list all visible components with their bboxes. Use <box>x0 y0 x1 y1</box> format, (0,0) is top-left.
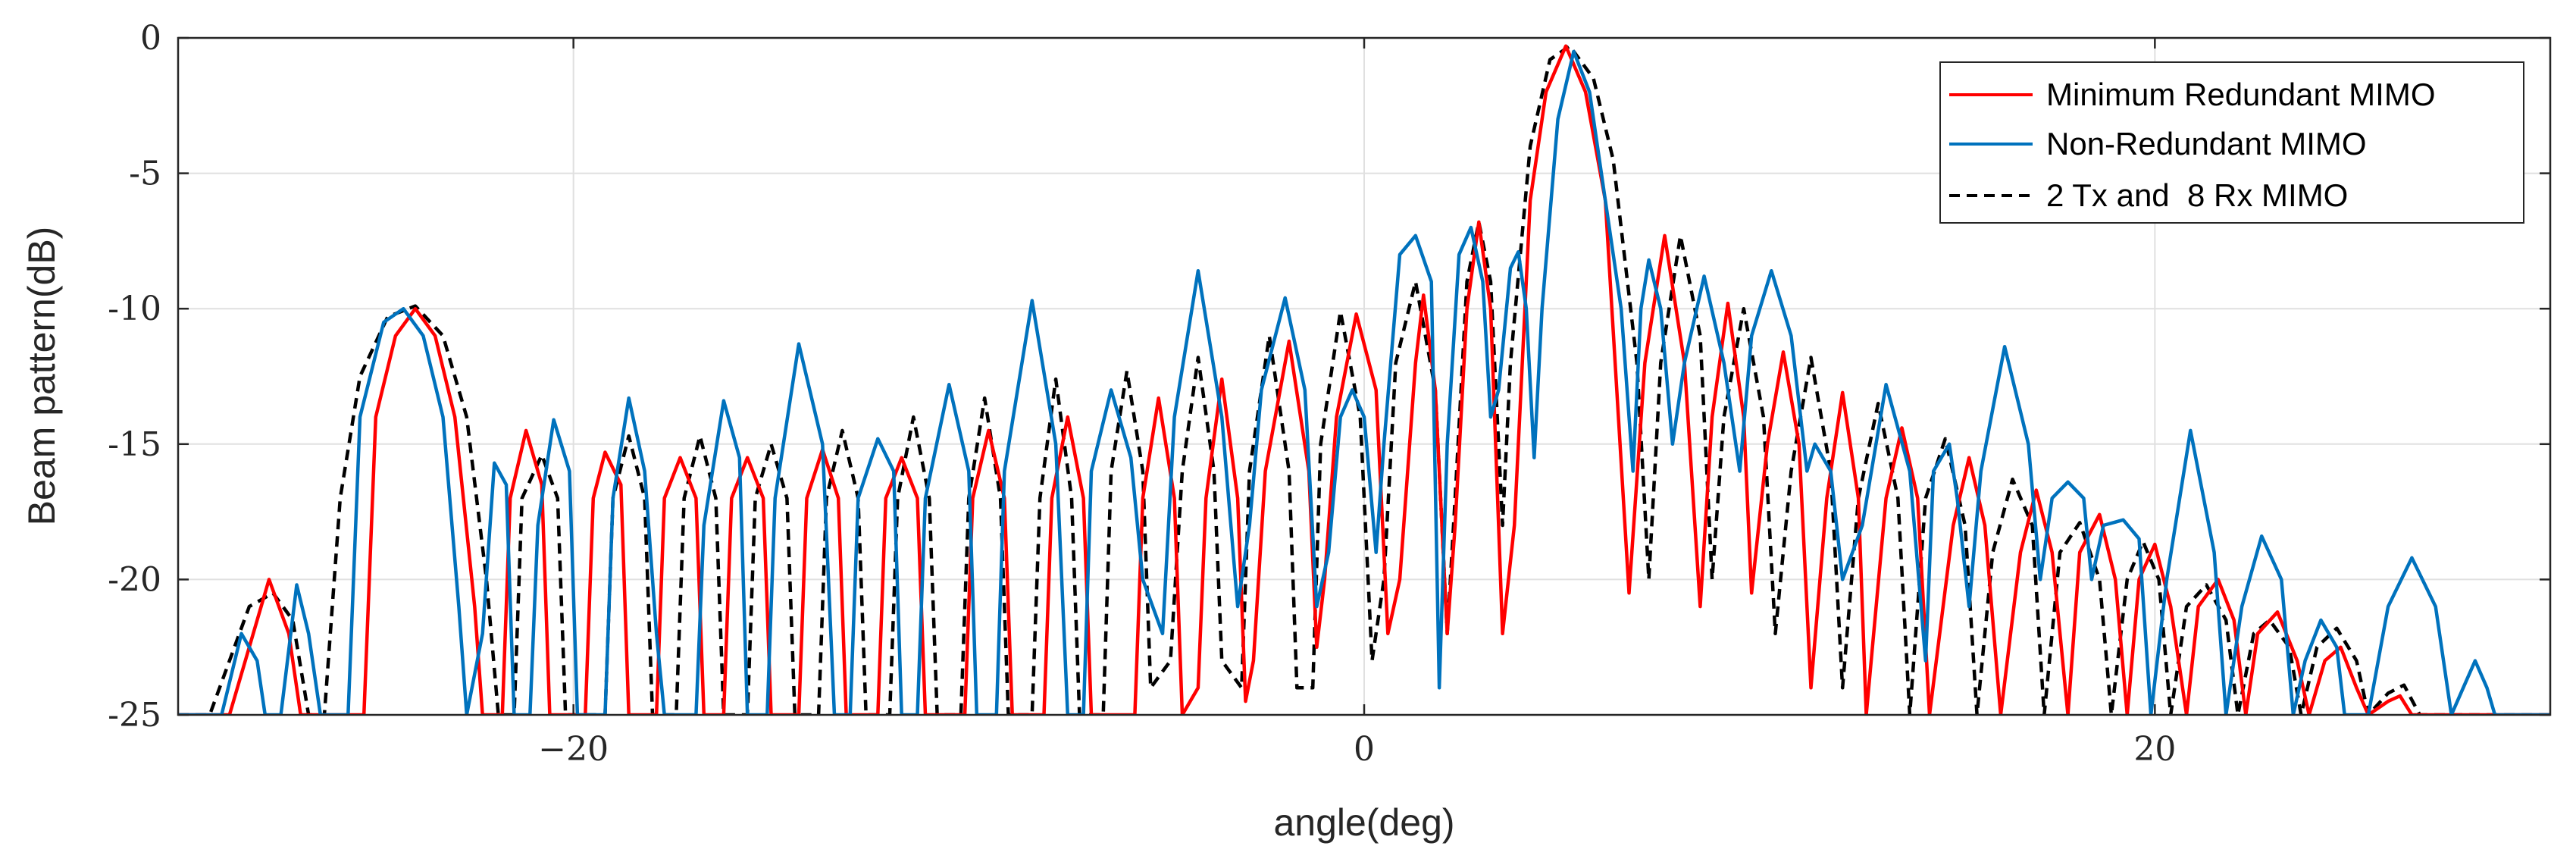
y-tick-label: 0 <box>140 19 161 58</box>
x-tick-label: 0 <box>1354 730 1375 769</box>
x-axis-label: angle(deg) <box>1273 801 1454 844</box>
legend-box <box>1939 61 2524 224</box>
y-tick-label: -25 <box>108 696 161 735</box>
y-axis-label: Beam pattern(dB) <box>20 227 63 526</box>
legend-label-minimum-redundant: Minimum Redundant MIMO <box>2046 77 2436 112</box>
series-line-0 <box>178 44 2550 715</box>
y-tick-label: -10 <box>108 290 161 328</box>
legend-label-2tx-8rx: 2 Tx and 8 Rx MIMO <box>2046 177 2348 213</box>
series-line-2 <box>178 44 2550 715</box>
y-tick-label: -5 <box>129 155 161 193</box>
series-line-1 <box>178 49 2550 715</box>
y-tick-label: -20 <box>108 560 161 599</box>
series-layer <box>178 44 2550 715</box>
legend-label-non-redundant: Non-Redundant MIMO <box>2046 126 2367 161</box>
legend: Minimum Redundant MIMO Non-Redundant MIM… <box>1939 61 2524 224</box>
y-tick-label: -15 <box>108 425 161 464</box>
axis-ticks: −20 0 20 0 -5 -10 -15 -20 -25 <box>108 19 2550 769</box>
x-tick-label: −20 <box>538 730 609 769</box>
x-tick-label: 20 <box>2133 730 2176 769</box>
